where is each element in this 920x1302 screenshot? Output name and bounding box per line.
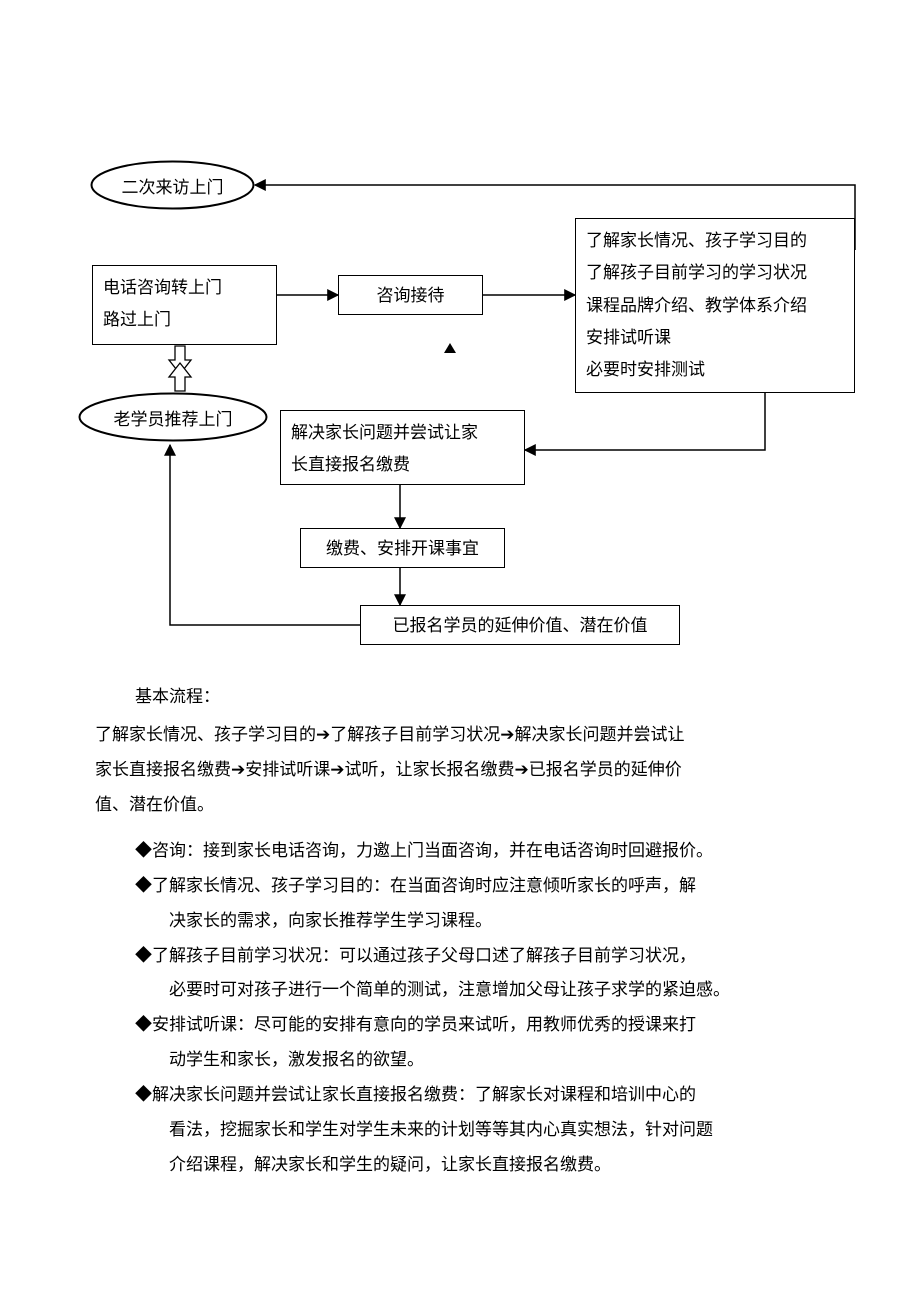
node-entry-sources: 电话咨询转上门 路过上门 [92, 265, 277, 345]
node-solve-problem: 解决家长问题并尝试让家 长直接报名缴费 [280, 410, 525, 485]
node-pay-arrange: 缴费、安排开课事宜 [300, 528, 505, 568]
bullet-item: ◆解决家长问题并尝试让家长直接报名缴费：了解家长对课程和培训中心的 [135, 1078, 865, 1113]
node-reception: 咨询接待 [338, 275, 483, 315]
bullet-item: ◆咨询：接到家长电话咨询，力邀上门当面咨询，并在电话咨询时回避报价。 [135, 834, 865, 869]
process-summary-line: 值、潜在价值。 [95, 788, 855, 823]
bullet-item: ◆安排试听课：尽可能的安排有意向的学员来试听，用教师优秀的授课来打 [135, 1008, 865, 1043]
node-recommend-label: 老学员推荐上门 [78, 392, 268, 442]
bullet-item-continuation: 介绍课程，解决家长和学生的疑问，让家长直接报名缴费。 [135, 1148, 865, 1183]
process-summary-line: 了解家长情况、孩子学习目的➔了解孩子目前学习状况➔解决家长问题并尝试让 [95, 718, 855, 753]
bullet-item-continuation: 看法，挖掘家长和学生对学生未来的计划等等其内心真实想法，针对问题 [135, 1113, 865, 1148]
node-enrolled-value: 已报名学员的延伸价值、潜在价值 [360, 605, 680, 645]
process-bullets: ◆咨询：接到家长电话咨询，力邀上门当面咨询，并在电话咨询时回避报价。◆了解家长情… [135, 834, 865, 1182]
bullet-item-continuation: 动学生和家长，激发报名的欲望。 [135, 1043, 865, 1078]
bullet-item: ◆了解家长情况、孩子学习目的：在当面咨询时应注意倾听家长的呼声，解 [135, 869, 865, 904]
bullet-item-continuation: 决家长的需求，向家长推荐学生学习课程。 [135, 904, 865, 939]
node-recommend: 老学员推荐上门 [78, 392, 268, 442]
process-heading: 基本流程： [135, 680, 855, 715]
bullet-item: ◆了解孩子目前学习状况：可以通过孩子父母口述了解孩子目前学习状况， [135, 939, 865, 974]
node-second-visit-label: 二次来访上门 [90, 160, 255, 210]
process-summary-line: 家长直接报名缴费➔安排试听课➔试听，让家长报名缴费➔已报名学员的延伸价 [95, 753, 855, 788]
bullet-item-continuation: 必要时可对孩子进行一个简单的测试，注意增加父母让孩子求学的紧迫感。 [135, 973, 865, 1008]
page-canvas: 二次来访上门 电话咨询转上门 路过上门 老学员推荐上门 咨询接待 了解家长情况、… [0, 0, 920, 1302]
node-second-visit: 二次来访上门 [90, 160, 255, 210]
node-detail-list: 了解家长情况、孩子学习目的 了解孩子目前学习的学习状况 课程品牌介绍、教学体系介… [575, 218, 855, 393]
process-summary: 了解家长情况、孩子学习目的➔了解孩子目前学习状况➔解决家长问题并尝试让家长直接报… [95, 718, 855, 823]
